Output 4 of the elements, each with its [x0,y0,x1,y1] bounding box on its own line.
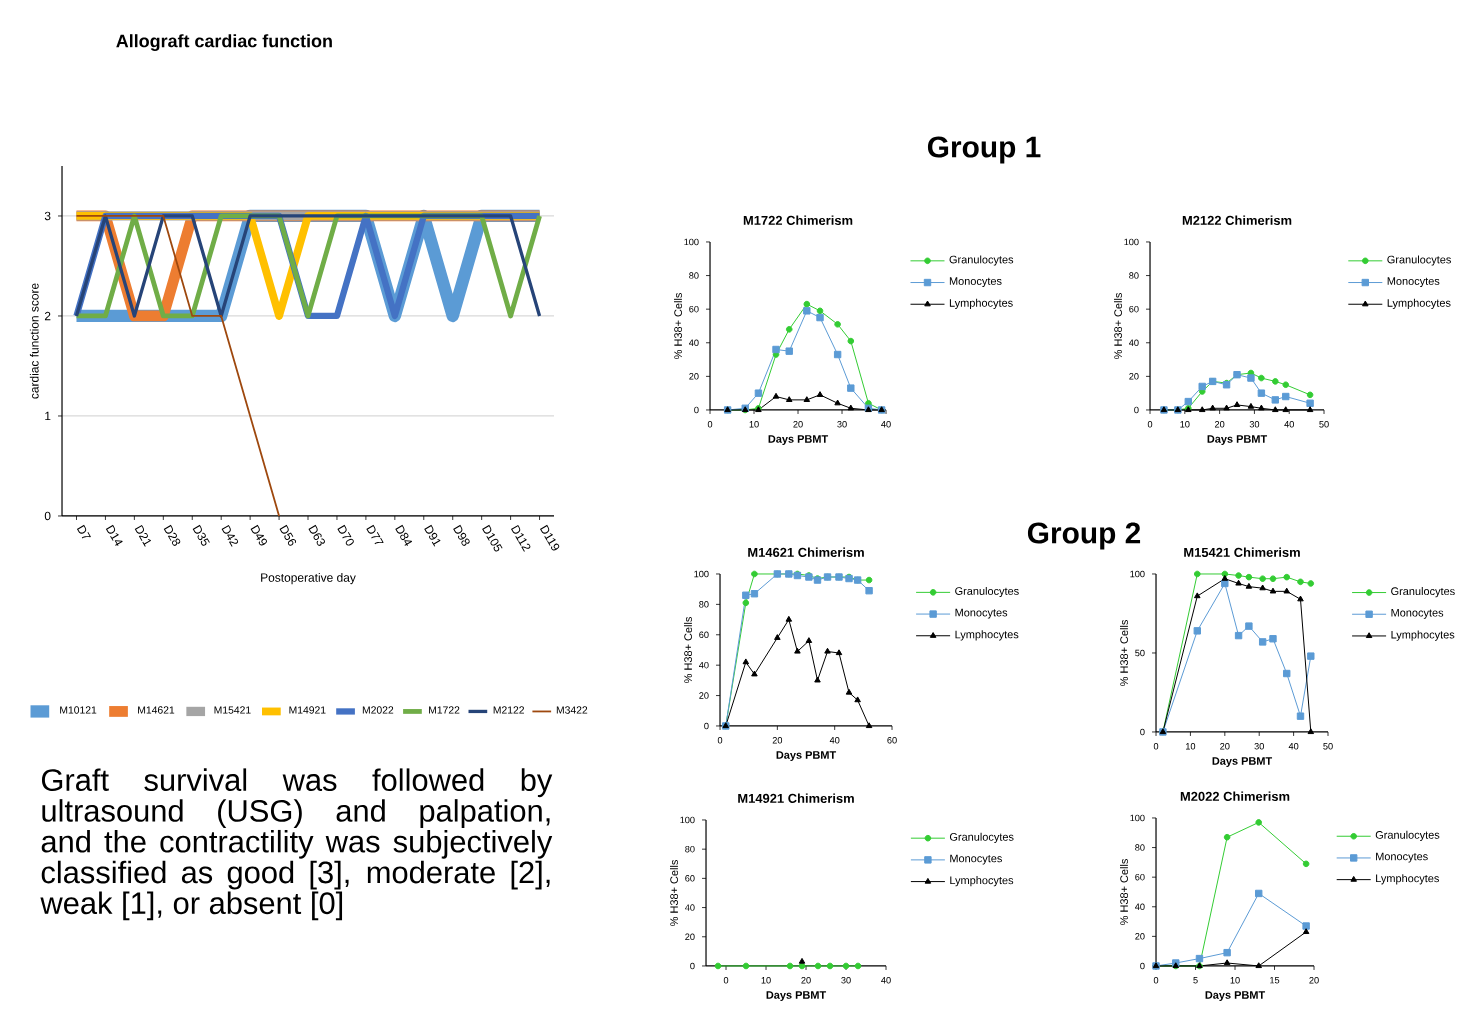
text: Graft survival was followed by ultrasound (USG) and palpation, and the contractility was subjectively classified as good [3], moderate [2], weak [1], or absent [0] [40,768,553,921]
text: Group 1 [927,136,1041,164]
chart-title: Allograft cardiac function [116,34,332,51]
text: Group 2 [1027,522,1141,550]
